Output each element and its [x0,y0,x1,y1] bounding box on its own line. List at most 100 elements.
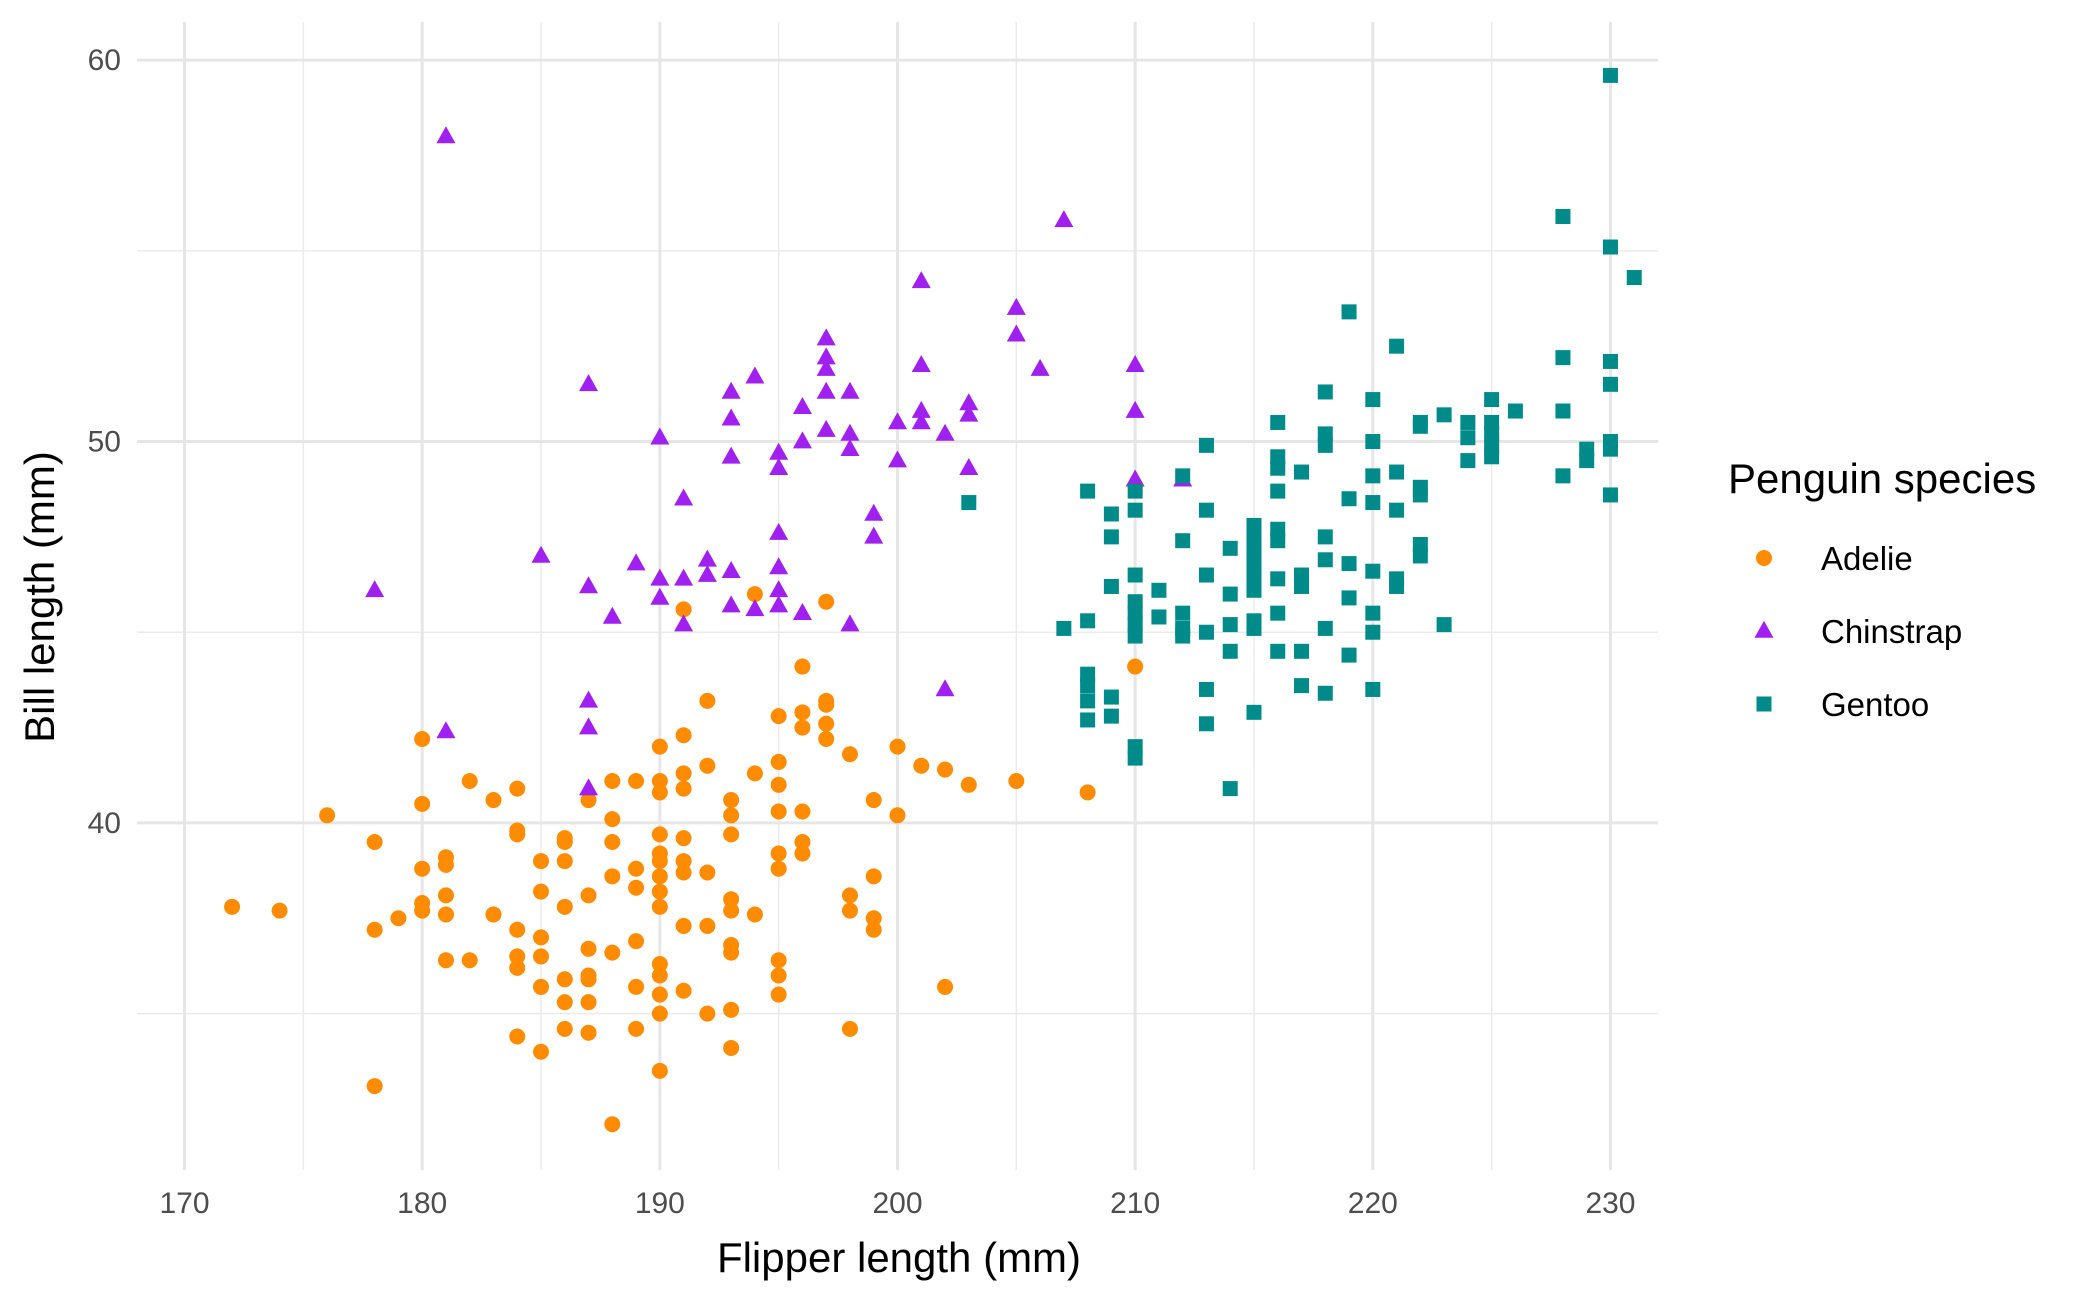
data-point-adelie [723,807,740,824]
data-point-gentoo [1484,392,1500,408]
data-point-adelie [865,792,882,809]
data-point-chinstrap [864,526,884,544]
data-point-adelie [580,971,597,988]
data-point-adelie [770,967,787,984]
data-point-gentoo [1270,483,1286,499]
x-tick-label: 190 [635,1187,685,1220]
data-point-adelie [794,845,811,862]
data-point-adelie [509,822,526,839]
data-point-gentoo [1365,392,1381,408]
data-point-chinstrap [579,717,599,735]
data-point-gentoo [961,495,977,511]
data-point-chinstrap [674,488,694,506]
data-point-adelie [675,853,692,870]
data-point-gentoo [1080,666,1096,682]
data-point-chinstrap [1006,324,1026,342]
data-point-chinstrap [769,595,789,613]
data-point-adelie [580,994,597,1011]
data-point-gentoo [1602,353,1618,369]
data-point-gentoo [1175,605,1191,621]
data-point-gentoo [1222,540,1238,556]
data-point-adelie [533,929,550,946]
data-point-chinstrap [674,614,694,632]
data-point-chinstrap [650,587,670,605]
data-point-gentoo [1341,491,1357,507]
data-point-chinstrap [911,271,931,289]
x-tick-label: 200 [872,1187,922,1220]
data-point-adelie [675,917,692,934]
x-tick-label: 180 [397,1187,447,1220]
data-point-gentoo [1389,338,1405,354]
data-point-chinstrap [436,126,456,144]
data-point-gentoo [1507,403,1523,419]
data-point-adelie [580,887,597,904]
data-point-chinstrap [911,400,931,418]
data-point-adelie [414,902,431,919]
data-point-chinstrap [769,557,789,575]
data-point-adelie [865,921,882,938]
legend-items: Adelie Chinstrap Gentoo [1754,540,1962,723]
data-point-gentoo [1175,468,1191,484]
data-point-adelie [556,994,573,1011]
data-point-adelie [604,1116,621,1133]
data-point-gentoo [1412,537,1428,553]
data-point-chinstrap [650,568,670,586]
data-point-chinstrap [911,355,931,373]
x-tick-label: 230 [1585,1187,1635,1220]
data-point-chinstrap [888,412,907,430]
data-point-gentoo [1222,781,1238,797]
y-tick-label: 60 [88,44,121,77]
data-point-gentoo [1317,426,1333,442]
data-point-gentoo [1127,750,1143,766]
data-point-adelie [533,948,550,965]
data-point-adelie [746,586,763,603]
data-point-gentoo [1436,617,1452,633]
data-point-adelie [556,898,573,915]
data-point-chinstrap [792,602,812,620]
data-point-adelie [556,1020,573,1037]
data-point-adelie [437,906,454,923]
data-point-gentoo [1080,678,1096,694]
data-point-adelie [461,952,478,969]
data-point-gentoo [1294,464,1310,480]
data-point-gentoo [1127,483,1143,499]
data-point-adelie [556,853,573,870]
data-point-adelie [770,952,787,969]
data-point-chinstrap [1125,400,1145,418]
data-point-adelie [675,780,692,797]
data-point-adelie [651,853,668,870]
series-adelie [224,586,1144,1133]
data-point-chinstrap [816,419,836,437]
data-point-adelie [746,906,763,923]
data-point-gentoo [1246,704,1262,720]
data-point-gentoo [1412,418,1428,434]
data-point-gentoo [1317,620,1333,636]
data-point-adelie [723,902,740,919]
x-axis-title: Flipper length (mm) [717,1234,1081,1281]
data-point-chinstrap [840,381,860,399]
data-point-adelie [960,776,977,793]
data-point-gentoo [1103,578,1119,594]
data-point-gentoo [1317,552,1333,568]
data-point-adelie [818,731,835,748]
y-tick-label: 40 [88,807,121,840]
data-point-chinstrap [888,450,907,468]
data-point-gentoo [1127,739,1143,755]
grid-major [137,22,1658,1170]
data-point-chinstrap [1125,469,1145,487]
data-point-gentoo [1294,678,1310,694]
data-point-chinstrap [792,397,812,415]
data-point-gentoo [1389,464,1405,480]
data-point-chinstrap [721,446,741,464]
data-point-gentoo [1080,712,1096,728]
data-point-chinstrap [816,328,836,346]
data-point-gentoo [1222,643,1238,659]
data-point-gentoo [1365,495,1381,511]
data-point-gentoo [1222,617,1238,633]
data-point-gentoo [1198,716,1214,732]
data-point-gentoo [1127,605,1143,621]
data-point-adelie [437,856,454,873]
data-point-chinstrap [721,595,741,613]
data-point-gentoo [1317,384,1333,400]
data-point-gentoo [1579,453,1595,469]
